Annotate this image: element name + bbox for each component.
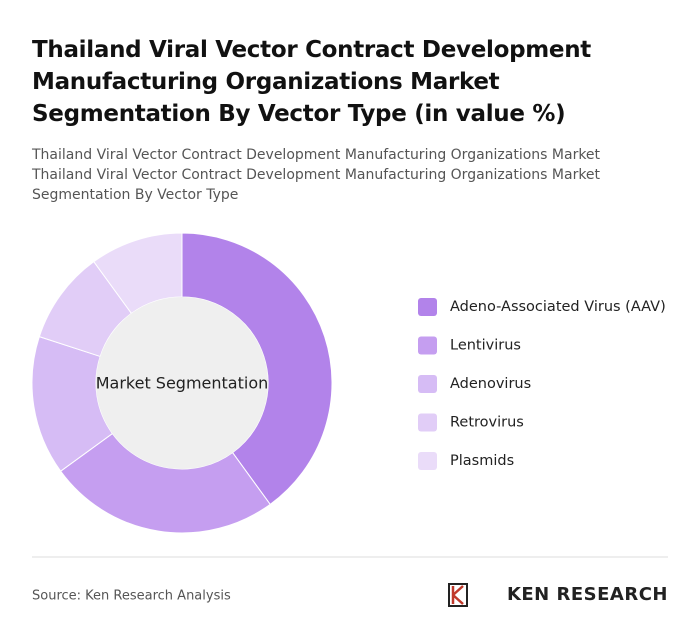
legend-swatch xyxy=(418,298,437,316)
legend-swatch xyxy=(418,452,437,470)
legend-swatch xyxy=(418,375,437,393)
logo-icon xyxy=(448,583,468,607)
source: Source: Ken Research Analysis xyxy=(32,589,231,604)
legend-label: Lentivirus xyxy=(450,338,521,354)
legend-label: Adeno-Associated Virus (AAV) xyxy=(450,299,666,315)
brand: KEN RESEARCH xyxy=(507,584,668,605)
legend-swatch xyxy=(418,336,437,355)
chart-subtitle: Thailand Viral Vector Contract Developme… xyxy=(32,147,601,203)
center-label: Market Segmentation xyxy=(96,374,269,393)
legend-label: Adenovirus xyxy=(450,376,531,392)
legend-label: Retrovirus xyxy=(450,415,524,431)
legend-label: Plasmids xyxy=(450,453,514,469)
legend-swatch xyxy=(418,413,437,432)
donut-hole xyxy=(96,297,268,469)
chart-title: Thailand Viral Vector Contract Developme… xyxy=(32,37,591,127)
